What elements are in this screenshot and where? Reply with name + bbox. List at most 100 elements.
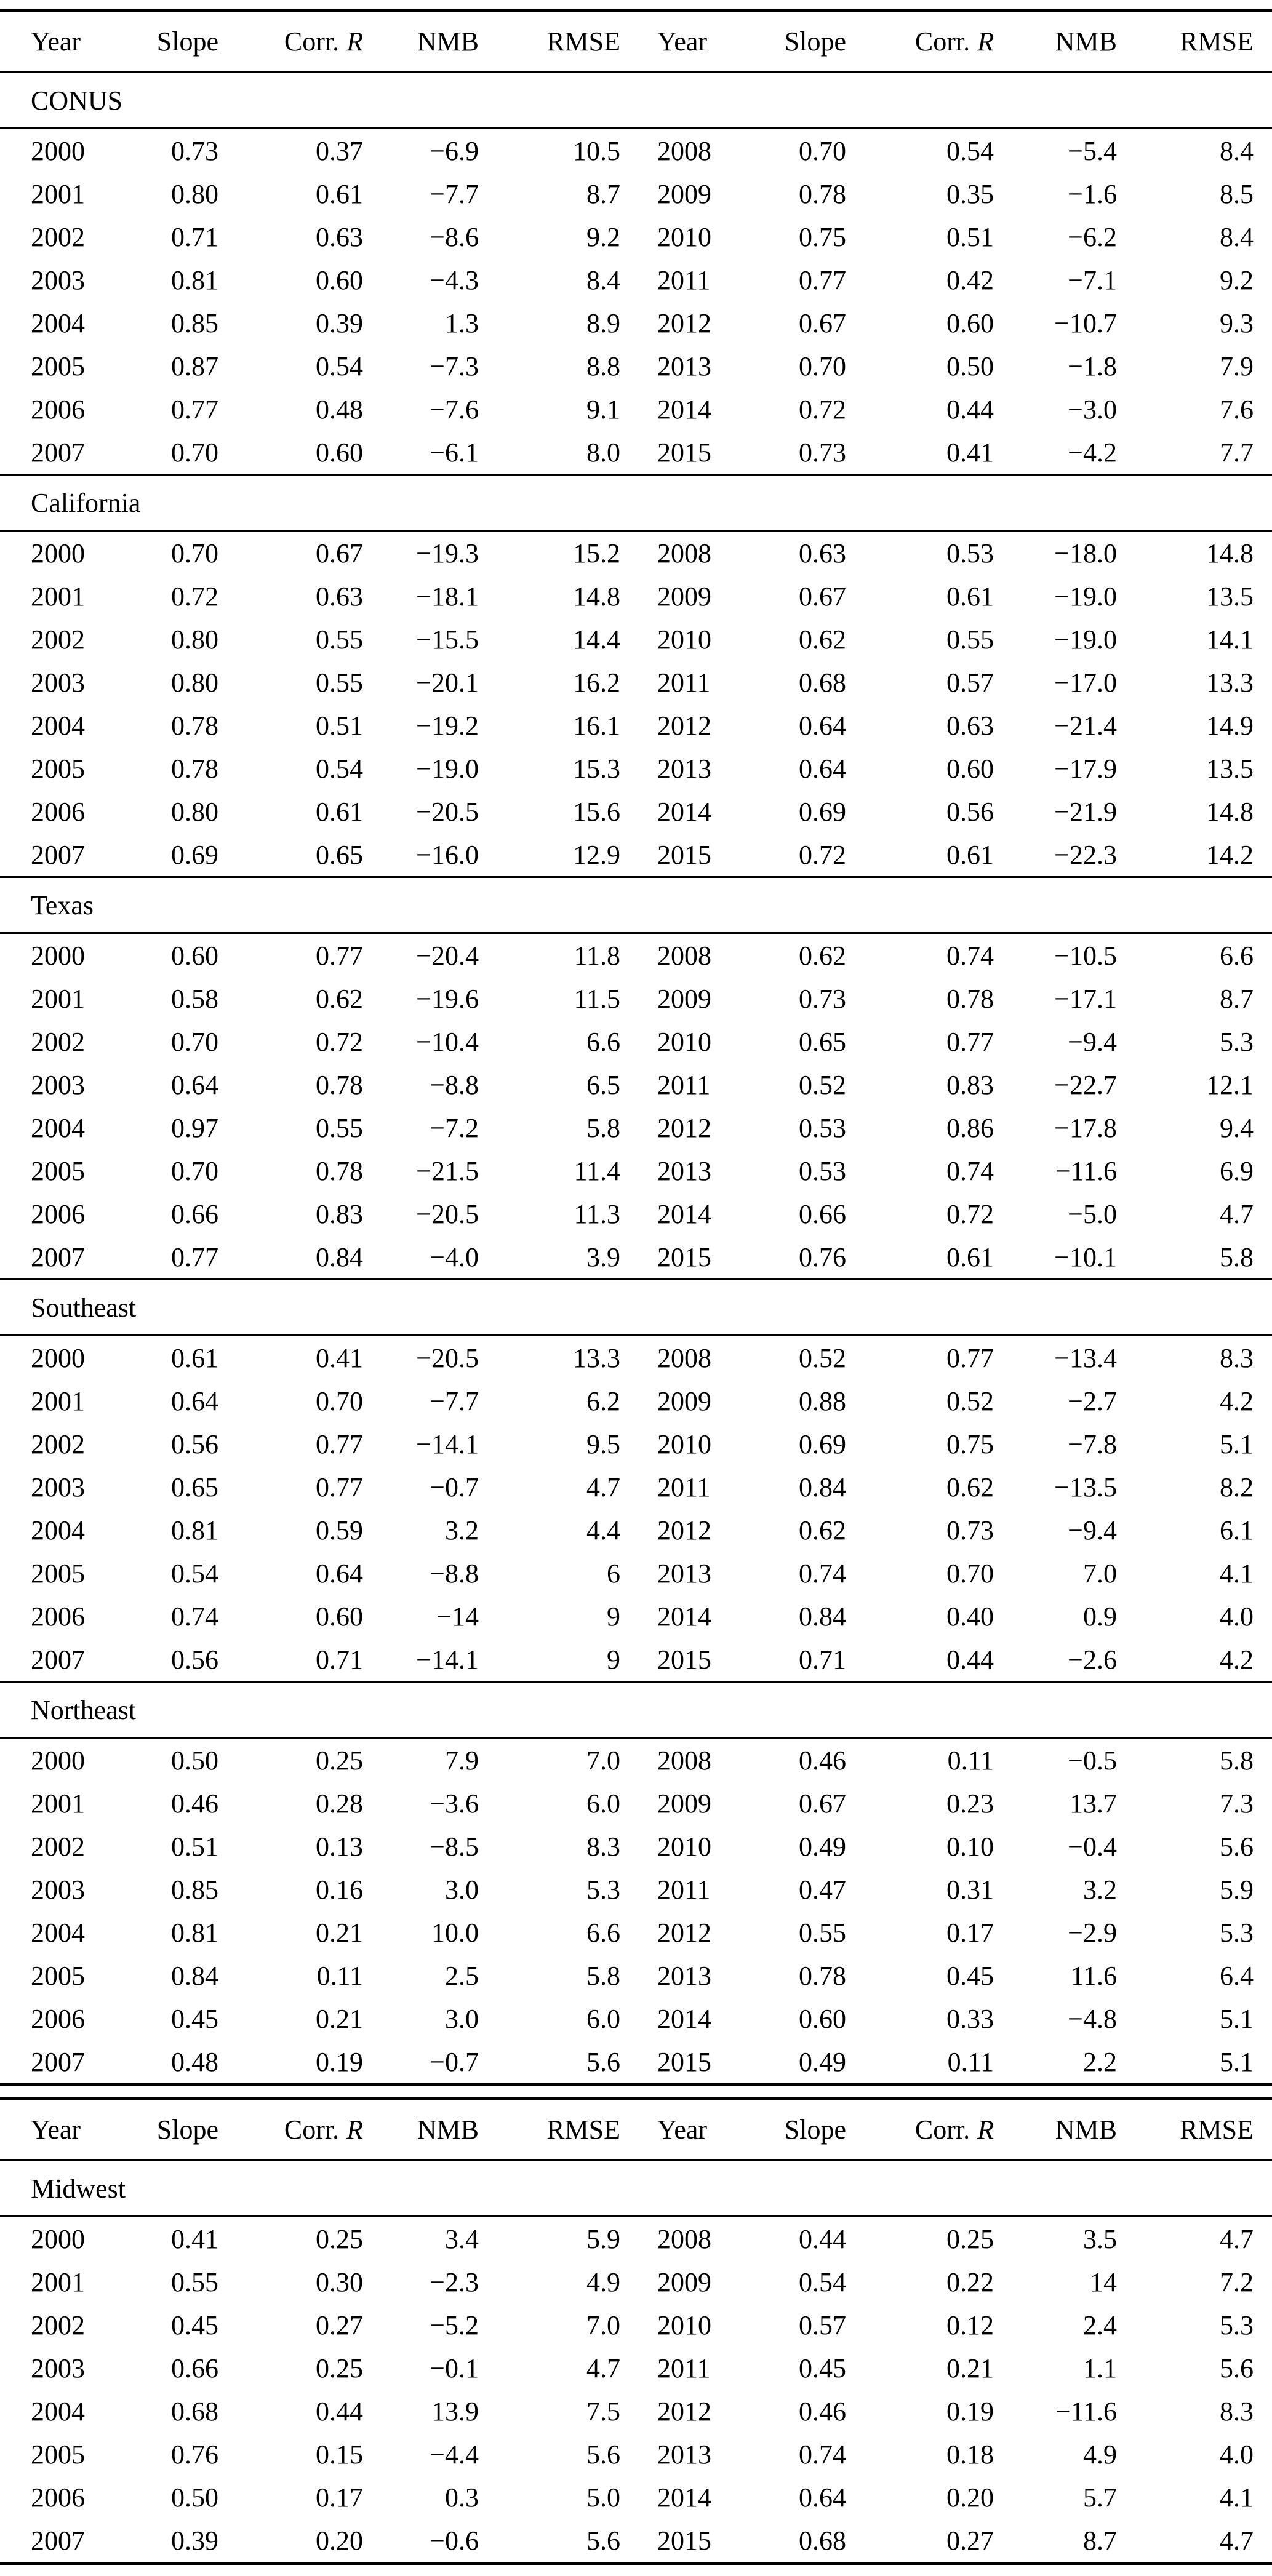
value-cell: 0.55 (316, 624, 363, 655)
table-row: 2003 0.85 0.16 3.0 5.3 2011 0.47 0.31 3.2 5.9 (0, 1868, 1272, 1911)
value-cell: −18.0 (1054, 538, 1117, 568)
col-header-slope-right: Slope (726, 2098, 846, 2161)
value-cell: 0.78 (316, 1069, 363, 1100)
value-cell: 0.84 (171, 1960, 218, 1991)
value-cell: 0.67 (799, 308, 846, 338)
value-cell: 4.9 (586, 2267, 620, 2297)
value-cell: −14 (436, 1601, 479, 1632)
value-cell: 0.70 (171, 538, 218, 568)
value-cell: 0.64 (316, 1558, 363, 1589)
year-cell: 2006 (31, 2482, 85, 2513)
value-cell: 0.68 (171, 2396, 218, 2426)
year-cell: 2005 (31, 1960, 85, 1991)
value-cell: −7.8 (1068, 1429, 1117, 1459)
value-cell: 0.53 (946, 538, 994, 568)
value-cell: 5.8 (1220, 1242, 1254, 1272)
value-cell: 5.6 (1220, 2353, 1254, 2383)
value-cell: 3.9 (586, 1242, 620, 1272)
value-cell: 0.67 (799, 1788, 846, 1819)
value-cell: 0.46 (799, 2396, 846, 2426)
col-header-rmse-right: RMSE (1117, 10, 1272, 73)
value-cell: 11.8 (574, 940, 620, 971)
value-cell: −6.9 (430, 135, 479, 166)
value-cell: 3.0 (445, 2003, 479, 2034)
year-cell: 2007 (31, 2046, 85, 2077)
year-cell: 2005 (31, 1155, 85, 1186)
value-cell: 0.84 (799, 1601, 846, 1632)
value-cell: −21.5 (416, 1155, 479, 1186)
value-cell: 0.77 (946, 1026, 994, 1057)
value-cell: 0.77 (316, 940, 363, 971)
year-cell: 2004 (31, 1112, 85, 1143)
value-cell: 6.9 (1220, 1155, 1254, 1186)
value-cell: 13.9 (431, 2396, 479, 2426)
value-cell: 7.9 (1220, 351, 1254, 381)
section-row: Texas (0, 876, 1272, 934)
value-cell: 0.45 (171, 2310, 218, 2340)
value-cell: −6.1 (430, 437, 479, 468)
value-cell: 0.55 (316, 667, 363, 698)
value-cell: 0.73 (171, 135, 218, 166)
value-cell: 2.2 (1083, 2046, 1117, 2077)
value-cell: 0.61 (946, 839, 994, 870)
value-cell: 8.7 (1220, 983, 1254, 1014)
table-row: 2000 0.60 0.77 −20.4 11.8 2008 0.62 0.74 −10.5 6.… (0, 933, 1272, 978)
value-cell: −19.2 (416, 710, 479, 741)
value-cell: 0.70 (799, 351, 846, 381)
value-cell: 5.9 (1220, 1874, 1254, 1905)
value-cell: 5.1 (1220, 2003, 1254, 2034)
value-cell: 0.11 (947, 2046, 994, 2077)
value-cell: 0.49 (799, 1831, 846, 1862)
value-cell: 0.62 (799, 1515, 846, 1545)
value-cell: 5.3 (1220, 1917, 1254, 1948)
value-cell: 7.6 (1220, 394, 1254, 425)
value-cell: −16.0 (416, 839, 479, 870)
table-row: 2003 0.64 0.78 −8.8 6.5 2011 0.52 0.83 −22.7 12.1 (0, 1063, 1272, 1106)
value-cell: −8.6 (430, 221, 479, 252)
year-cell: 2009 (657, 581, 711, 612)
value-cell: 0.88 (799, 1386, 846, 1416)
value-cell: −10.5 (1054, 940, 1117, 971)
year-cell: 2014 (657, 796, 711, 827)
table-row: 2001 0.64 0.70 −7.7 6.2 2009 0.88 0.52 −2.7 4.2 (0, 1379, 1272, 1422)
year-cell: 2002 (31, 1026, 85, 1057)
table-row: 2003 0.66 0.25 −0.1 4.7 2011 0.45 0.21 1.1 5.6 (0, 2347, 1272, 2390)
year-cell: 2006 (31, 394, 85, 425)
year-cell: 2000 (31, 2223, 85, 2254)
value-cell: 6.6 (586, 1026, 620, 1057)
value-cell: 0.39 (316, 308, 363, 338)
value-cell: −13.4 (1054, 1342, 1117, 1373)
table-row: 2004 0.85 0.39 1.3 8.9 2012 0.67 0.60 −10.7 9.3 (0, 301, 1272, 345)
value-cell: 0.63 (316, 221, 363, 252)
table-row: 2007 0.56 0.71 −14.1 9 2015 0.71 0.44 −2.6 4.2 (0, 1638, 1272, 1682)
table-row: 2003 0.81 0.60 −4.3 8.4 2011 0.77 0.42 −7.1 9.2 (0, 258, 1272, 301)
year-cell: 2012 (657, 1917, 711, 1948)
value-cell: 0.78 (799, 178, 846, 209)
year-cell: 2010 (657, 1026, 711, 1057)
value-cell: −21.4 (1054, 710, 1117, 741)
value-cell: 0.35 (946, 178, 994, 209)
value-cell: 0.64 (171, 1386, 218, 1416)
value-cell: 14.9 (1206, 710, 1254, 741)
value-cell: 0.66 (171, 1198, 218, 1229)
table-row: 2000 0.50 0.25 7.9 7.0 2008 0.46 0.11 −0.5 5.8 (0, 1738, 1272, 1782)
value-cell: 0.51 (946, 221, 994, 252)
value-cell: 0.50 (946, 351, 994, 381)
table-row: 2007 0.77 0.84 −4.0 3.9 2015 0.76 0.61 −10.1 5.8 (0, 1235, 1272, 1280)
value-cell: 4.9 (1083, 2439, 1117, 2470)
value-cell: 0.78 (171, 710, 218, 741)
value-cell: 0.44 (316, 2396, 363, 2426)
value-cell: 0.57 (799, 2310, 846, 2340)
value-cell: −17.1 (1054, 983, 1117, 1014)
value-cell: 7.7 (1220, 437, 1254, 468)
value-cell: 6.5 (586, 1069, 620, 1100)
value-cell: 0.9 (1083, 1601, 1117, 1632)
value-cell: 7.2 (1220, 2267, 1254, 2297)
value-cell: 0.65 (799, 1026, 846, 1057)
value-cell: −15.5 (416, 624, 479, 655)
table-row: 2000 0.41 0.25 3.4 5.9 2008 0.44 0.25 3.5 4.7 (0, 2217, 1272, 2261)
year-cell: 2007 (31, 437, 85, 468)
value-cell: 0.74 (946, 940, 994, 971)
value-cell: 0.72 (316, 1026, 363, 1057)
